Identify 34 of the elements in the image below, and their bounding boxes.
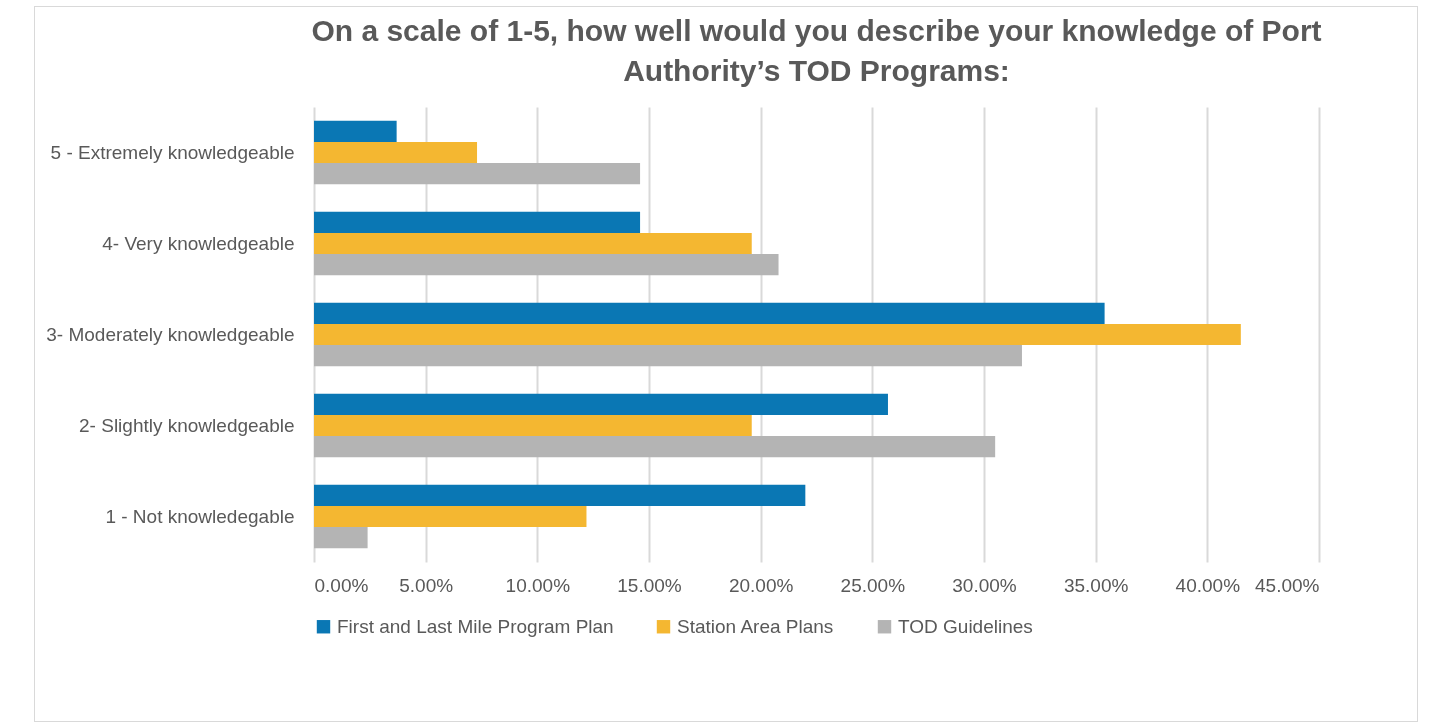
bar — [314, 393, 888, 415]
bar — [314, 163, 641, 185]
legend-label: Station Area Plans — [677, 615, 834, 637]
bar — [314, 302, 1105, 324]
x-tick-label: 25.00% — [840, 574, 906, 596]
x-tick-label: 0.00% — [314, 574, 369, 596]
y-tick-label: 2- Slightly knowledgeable — [79, 414, 295, 436]
chart-title: On a scale of 1-5, how well would you describe your knowledge of Port Authority’s TOD Programs: — [311, 14, 1322, 87]
bar — [314, 141, 478, 164]
x-tick-label: 20.00% — [728, 574, 794, 596]
x-tick-label: 30.00% — [952, 574, 1017, 596]
x-tick-label: 45.00% — [1255, 574, 1320, 596]
bar — [314, 414, 752, 437]
x-tick-label: 15.00% — [617, 574, 682, 596]
bar — [314, 436, 996, 458]
x-tick-label: 10.00% — [505, 574, 571, 596]
y-tick-label: 5 - Extremely knowledgeable — [50, 141, 295, 163]
x-tick-label: 5.00% — [399, 574, 454, 596]
legend-label: First and Last Mile Program Plan — [337, 615, 614, 637]
x-tick-label: 40.00% — [1175, 574, 1241, 596]
x-tick-label: 35.00% — [1063, 574, 1129, 596]
bar — [314, 527, 368, 549]
bar — [314, 484, 806, 506]
bar — [314, 232, 752, 255]
bar — [314, 323, 1241, 346]
legend-label: TOD Guidelines — [898, 615, 1033, 637]
bar — [314, 254, 779, 276]
bar — [314, 345, 1022, 367]
bar — [314, 120, 397, 142]
y-tick-label: 4- Very knowledgeable — [102, 232, 295, 254]
y-tick-label: 1 - Not knowledegable — [105, 505, 295, 527]
bar — [314, 211, 641, 233]
y-tick-label: 3- Moderately knowledgeable — [46, 323, 295, 345]
bar — [314, 505, 587, 528]
